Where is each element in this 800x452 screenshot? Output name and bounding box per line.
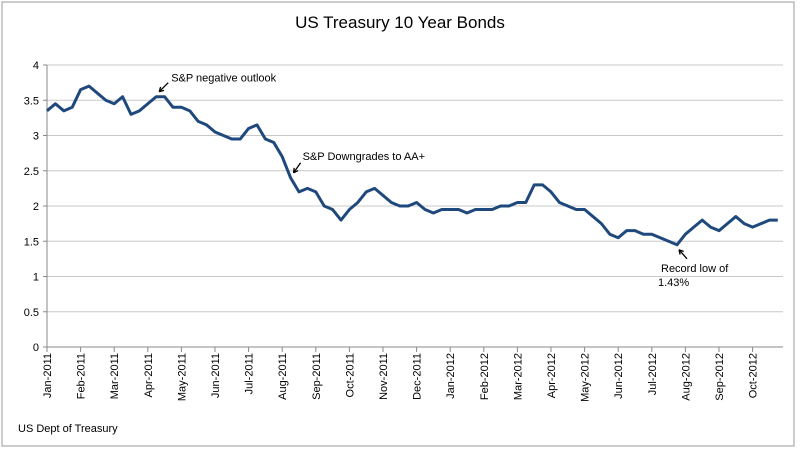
annotation: S&P Downgrades to AA+ bbox=[303, 151, 425, 163]
arrow-head bbox=[158, 86, 165, 93]
x-tick-label: Sep-2011 bbox=[311, 353, 323, 400]
chart-title: US Treasury 10 Year Bonds bbox=[295, 13, 505, 32]
x-tick-label: Oct-2011 bbox=[344, 353, 356, 397]
x-tick-label: Jan-2011 bbox=[42, 353, 54, 398]
x-tick-label: Jan-2012 bbox=[445, 353, 457, 399]
x-tick-label: Sep-2012 bbox=[714, 353, 726, 401]
source-note: US Dept of Treasury bbox=[18, 423, 118, 435]
y-tick-label: 4 bbox=[33, 60, 39, 72]
x-tick-label: May-2012 bbox=[580, 353, 592, 402]
x-tick-label: Jun-2011 bbox=[210, 353, 222, 398]
arrow-head bbox=[292, 167, 299, 174]
y-tick-label: 1 bbox=[33, 272, 39, 284]
x-tick-label: Feb-2011 bbox=[76, 353, 88, 399]
y-tick-label: 0 bbox=[33, 342, 39, 354]
x-tick-label: Apr-2011 bbox=[143, 353, 155, 397]
y-tick-label: 3.5 bbox=[24, 95, 39, 107]
x-tick-label: Nov-2011 bbox=[378, 353, 390, 400]
x-tick-label: Aug-2012 bbox=[680, 353, 692, 401]
y-tick-label: 0.5 bbox=[24, 307, 39, 319]
x-tick-label: Jul-2012 bbox=[647, 353, 659, 395]
annotation: 1.43% bbox=[658, 277, 689, 289]
y-tick-label: 2 bbox=[33, 201, 39, 213]
x-tick-label: May-2011 bbox=[176, 353, 188, 401]
x-tick-label: Dec-2011 bbox=[412, 353, 424, 400]
annotation: Record low of bbox=[661, 263, 729, 275]
x-tick-label: Feb-2012 bbox=[479, 353, 491, 400]
x-tick-label: Jun-2012 bbox=[613, 353, 625, 399]
y-tick-label: 2.5 bbox=[24, 166, 39, 178]
annotation: S&P negative outlook bbox=[171, 73, 276, 85]
x-tick-label: Jul-2011 bbox=[244, 353, 256, 394]
y-tick-label: 1.5 bbox=[24, 236, 39, 248]
x-tick-label: Oct-2012 bbox=[748, 353, 760, 398]
chart-frame bbox=[1, 1, 795, 447]
x-tick-label: Aug-2011 bbox=[277, 353, 289, 400]
data-line bbox=[46, 84, 778, 247]
x-tick-label: Mar-2012 bbox=[512, 353, 524, 400]
arrow bbox=[158, 82, 169, 93]
arrow bbox=[678, 249, 688, 260]
arrow bbox=[293, 162, 302, 174]
x-tick-label: Apr-2012 bbox=[546, 353, 558, 398]
x-tick-label: Mar-2011 bbox=[109, 353, 121, 399]
y-tick-label: 3 bbox=[33, 131, 39, 143]
arrow-head bbox=[678, 249, 684, 255]
